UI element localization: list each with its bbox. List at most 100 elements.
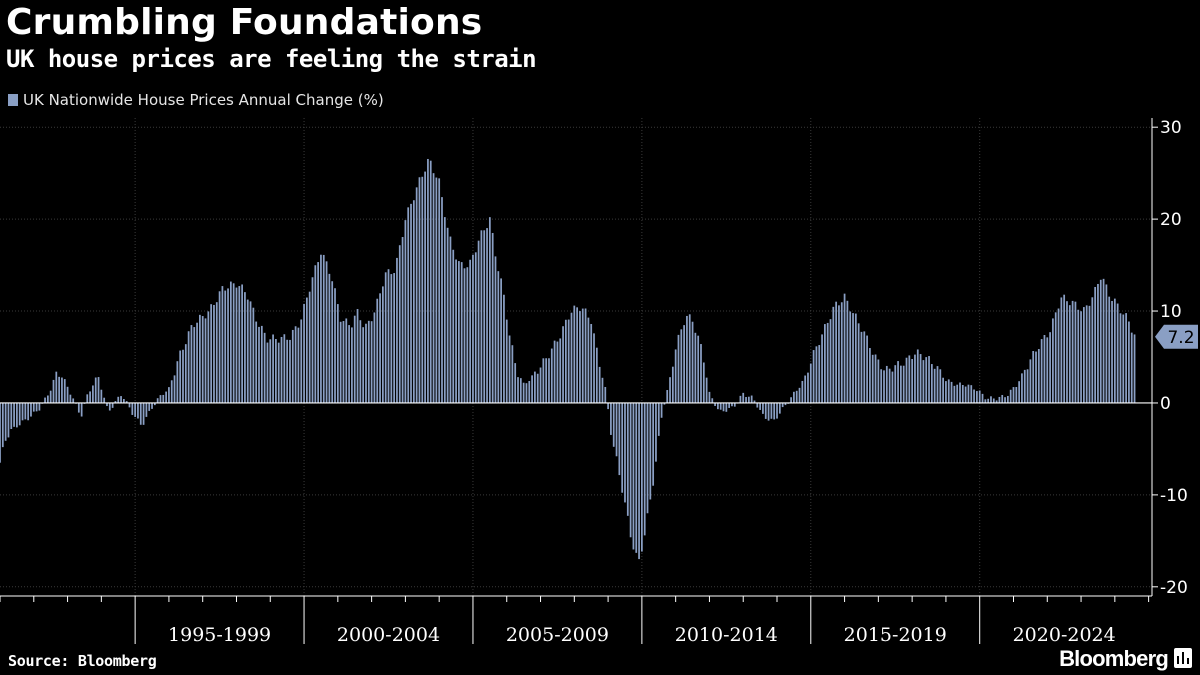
bar xyxy=(63,379,66,403)
bar xyxy=(16,402,18,428)
bar xyxy=(821,334,823,403)
bar xyxy=(995,400,998,403)
bar xyxy=(21,402,24,421)
bar xyxy=(246,299,249,403)
y-tick-label: 0 xyxy=(1160,394,1171,414)
legend-swatch xyxy=(8,94,18,106)
bar xyxy=(1125,313,1127,403)
bar xyxy=(536,373,539,403)
bar xyxy=(959,382,961,403)
bar xyxy=(925,357,928,403)
bar xyxy=(156,398,159,403)
bar xyxy=(1119,313,1122,403)
bar xyxy=(562,326,564,403)
bar xyxy=(885,365,888,403)
bar xyxy=(1122,314,1125,403)
bar xyxy=(762,402,764,414)
bar xyxy=(635,402,638,553)
bar xyxy=(522,382,525,403)
bar xyxy=(607,402,609,410)
bar xyxy=(201,316,204,403)
bar xyxy=(449,236,452,403)
x-category-label: 2005-2009 xyxy=(506,624,609,646)
bar xyxy=(939,369,942,403)
bar xyxy=(503,294,505,403)
bar xyxy=(722,402,725,412)
bar xyxy=(1085,305,1088,403)
bar xyxy=(131,402,134,415)
bar xyxy=(44,397,46,403)
bar xyxy=(55,371,58,403)
bar xyxy=(705,377,708,403)
bar xyxy=(196,322,198,403)
bar xyxy=(902,365,905,403)
bar xyxy=(4,402,7,441)
bar xyxy=(427,158,429,403)
bar xyxy=(311,277,314,403)
bar xyxy=(1102,278,1105,403)
bar xyxy=(671,366,674,403)
bar xyxy=(376,298,379,403)
bar xyxy=(781,402,784,408)
bar xyxy=(514,363,517,403)
bar xyxy=(300,319,303,403)
grid-lines xyxy=(0,118,1152,596)
bar xyxy=(961,385,964,403)
bar xyxy=(463,268,466,403)
bar xyxy=(1128,321,1130,403)
bar xyxy=(649,402,652,500)
bar xyxy=(843,293,846,403)
bar xyxy=(117,396,120,403)
bar xyxy=(331,281,334,403)
bar xyxy=(170,380,173,403)
bar xyxy=(165,391,167,403)
bar xyxy=(1074,301,1077,403)
bar xyxy=(505,319,508,403)
bar xyxy=(1088,305,1091,403)
bar xyxy=(97,377,100,403)
bar xyxy=(322,254,325,403)
bar xyxy=(488,217,491,403)
bar xyxy=(655,402,657,462)
bar xyxy=(677,334,680,403)
chart-title: Crumbling Foundations xyxy=(6,2,483,43)
bar xyxy=(227,288,229,403)
bar xyxy=(241,284,243,403)
bar xyxy=(1026,369,1029,403)
bar xyxy=(373,312,376,403)
bar xyxy=(973,389,975,403)
bar xyxy=(294,326,297,403)
bar xyxy=(1049,332,1051,403)
bar xyxy=(891,371,894,403)
bar xyxy=(978,390,981,403)
bar xyxy=(1029,359,1032,403)
bar xyxy=(1066,301,1068,403)
bar xyxy=(404,220,407,403)
bar xyxy=(534,371,536,403)
bar xyxy=(1091,297,1094,403)
bar xyxy=(888,368,891,403)
bar xyxy=(325,261,328,403)
bar xyxy=(80,402,83,417)
bar xyxy=(24,402,27,420)
bar xyxy=(545,358,548,403)
bar xyxy=(553,340,556,403)
bar xyxy=(100,389,103,403)
bar xyxy=(638,402,640,560)
bar xyxy=(950,381,953,403)
bar xyxy=(680,329,683,403)
bar xyxy=(590,323,593,403)
bar xyxy=(1130,332,1133,403)
bar xyxy=(123,399,125,403)
axis-labels: 30 20 10 0 -10 -20 1995-1999 2000-2004 2005-2009… xyxy=(168,118,1198,646)
bar xyxy=(401,237,404,403)
bar xyxy=(238,286,241,403)
bar xyxy=(396,257,398,403)
x-category-label: 1995-1999 xyxy=(168,624,271,646)
bar xyxy=(857,323,860,403)
bar xyxy=(351,327,353,403)
bar xyxy=(880,369,883,403)
bar xyxy=(612,402,615,447)
bar xyxy=(151,402,153,409)
